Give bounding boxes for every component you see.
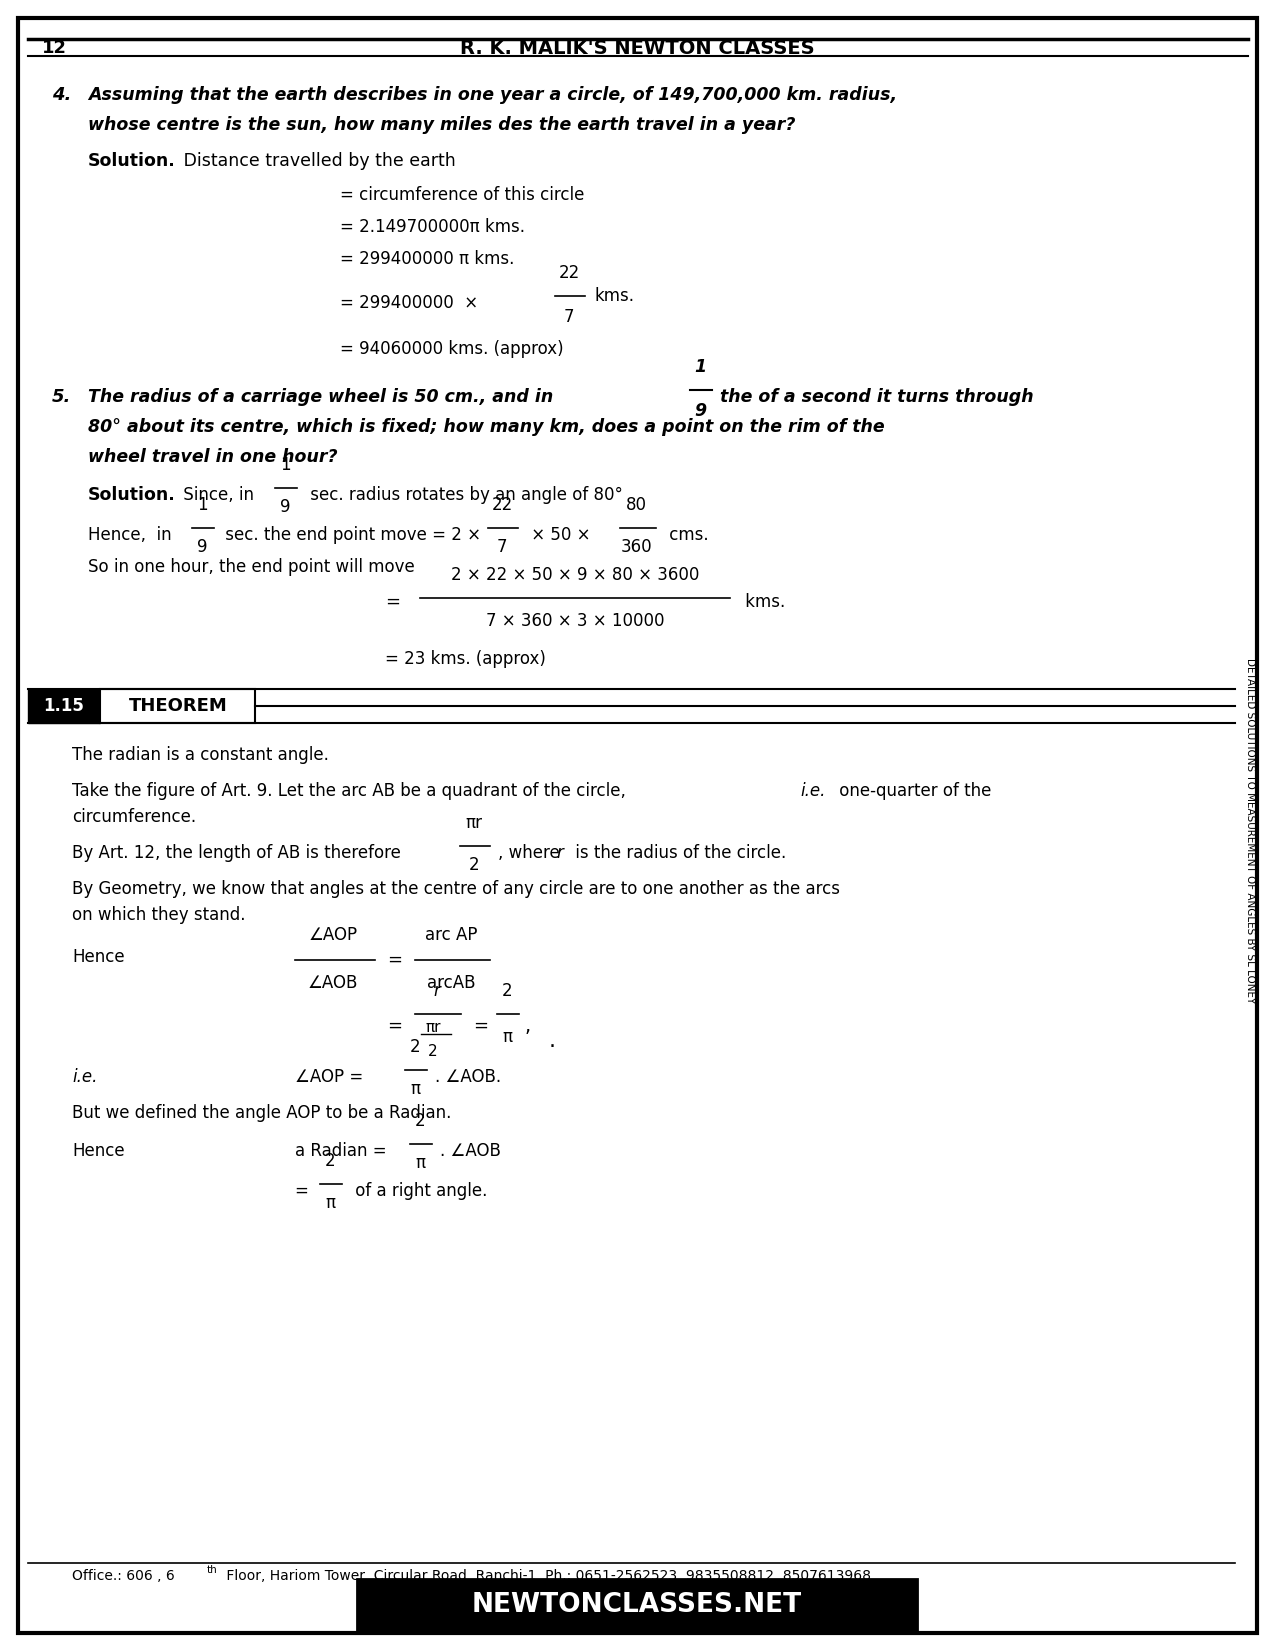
Text: 7 × 360 × 3 × 10000: 7 × 360 × 3 × 10000 xyxy=(486,613,664,631)
Text: Floor, Hariom Tower, Circular Road, Ranchi-1, Ph.: 0651-2562523, 9835508812, 850: Floor, Hariom Tower, Circular Road, Ranc… xyxy=(222,1568,871,1583)
Text: ∠AOP =: ∠AOP = xyxy=(295,1068,368,1086)
Text: Since, in: Since, in xyxy=(179,485,254,504)
Text: r: r xyxy=(434,982,440,1001)
Text: Hence: Hence xyxy=(71,1142,125,1161)
Text: arcAB: arcAB xyxy=(427,974,476,992)
Text: sec. the end point move = 2 ×: sec. the end point move = 2 × xyxy=(221,527,481,543)
Text: = circumference of this circle: = circumference of this circle xyxy=(340,187,584,205)
Text: 22: 22 xyxy=(558,264,580,282)
Text: = 94060000 kms. (approx): = 94060000 kms. (approx) xyxy=(340,340,564,358)
Text: the of a second it turns through: the of a second it turns through xyxy=(720,388,1034,406)
Text: 2: 2 xyxy=(414,1113,426,1129)
Text: πr: πr xyxy=(465,814,482,832)
Text: DETAILED SOLUTIONS TO MEASUREMENT OF ANGLES BY SL LONEY: DETAILED SOLUTIONS TO MEASUREMENT OF ANG… xyxy=(1244,659,1255,1004)
Text: 360: 360 xyxy=(620,538,652,556)
Text: =: = xyxy=(295,1182,314,1200)
Text: r: r xyxy=(556,844,562,862)
Text: on which they stand.: on which they stand. xyxy=(71,906,246,925)
Text: = 299400000  ×: = 299400000 × xyxy=(340,294,478,312)
Text: = 2.149700000π kms.: = 2.149700000π kms. xyxy=(340,218,525,236)
Text: 2: 2 xyxy=(409,1038,421,1057)
Text: one-quarter of the: one-quarter of the xyxy=(834,783,992,801)
Text: 1: 1 xyxy=(694,358,706,376)
Text: = 23 kms. (approx): = 23 kms. (approx) xyxy=(385,650,546,669)
Bar xyxy=(28,688,99,723)
Text: 2: 2 xyxy=(501,982,513,1001)
Text: 12: 12 xyxy=(42,40,68,58)
Text: 9: 9 xyxy=(694,401,706,419)
Text: So in one hour, the end point will move: So in one hour, the end point will move xyxy=(88,558,414,576)
Text: π: π xyxy=(325,1194,335,1212)
Text: π: π xyxy=(411,1080,419,1098)
Text: 2: 2 xyxy=(325,1152,335,1171)
Text: 4.: 4. xyxy=(52,86,71,104)
Text: cms.: cms. xyxy=(664,527,709,543)
Text: NEWTONCLASSES.NET: NEWTONCLASSES.NET xyxy=(472,1592,802,1618)
Text: i.e.: i.e. xyxy=(71,1068,97,1086)
Text: 7: 7 xyxy=(497,538,507,556)
Text: arc AP: arc AP xyxy=(425,926,477,944)
Text: ∠AOB: ∠AOB xyxy=(307,974,358,992)
Text: 1: 1 xyxy=(279,456,291,474)
Text: of a right angle.: of a right angle. xyxy=(351,1182,487,1200)
Text: 2: 2 xyxy=(469,855,479,873)
Text: .: . xyxy=(548,1030,556,1052)
Text: 1: 1 xyxy=(196,495,208,513)
Text: wheel travel in one hour?: wheel travel in one hour? xyxy=(88,447,338,466)
Bar xyxy=(357,1578,917,1631)
Text: a Radian =: a Radian = xyxy=(295,1142,391,1161)
Text: πr: πr xyxy=(425,1020,440,1035)
Text: π: π xyxy=(502,1029,513,1047)
Text: Solution.: Solution. xyxy=(88,485,176,504)
Bar xyxy=(99,688,255,723)
Text: Hence,  in: Hence, in xyxy=(88,527,172,543)
Text: kms.: kms. xyxy=(595,287,635,305)
Text: The radius of a carriage wheel is 50 cm., and in: The radius of a carriage wheel is 50 cm.… xyxy=(88,388,553,406)
Text: Office.: 606 , 6: Office.: 606 , 6 xyxy=(71,1568,175,1583)
Text: 5.: 5. xyxy=(52,388,71,406)
Text: kms.: kms. xyxy=(740,593,785,611)
Text: × 50 ×: × 50 × xyxy=(527,527,590,543)
Text: =: = xyxy=(388,1017,402,1035)
Text: = 299400000 π kms.: = 299400000 π kms. xyxy=(340,249,514,267)
Text: By Geometry, we know that angles at the centre of any circle are to one another : By Geometry, we know that angles at the … xyxy=(71,880,840,898)
Text: 22: 22 xyxy=(491,495,513,513)
Text: 9: 9 xyxy=(196,538,208,556)
Text: 2: 2 xyxy=(428,1043,437,1058)
Text: 9: 9 xyxy=(279,499,291,517)
Text: =: = xyxy=(473,1017,488,1035)
Text: R. K. MALIK'S NEWTON CLASSES: R. K. MALIK'S NEWTON CLASSES xyxy=(460,38,815,58)
Text: Take the figure of Art. 9. Let the arc AB be a quadrant of the circle,: Take the figure of Art. 9. Let the arc A… xyxy=(71,783,631,801)
Text: 7: 7 xyxy=(564,309,574,325)
Text: ∠AOP: ∠AOP xyxy=(309,926,357,944)
Text: is the radius of the circle.: is the radius of the circle. xyxy=(570,844,787,862)
Text: =: = xyxy=(388,951,402,969)
Text: By Art. 12, the length of AB is therefore: By Art. 12, the length of AB is therefor… xyxy=(71,844,407,862)
Text: The radian is a constant angle.: The radian is a constant angle. xyxy=(71,746,329,764)
Text: , where: , where xyxy=(499,844,565,862)
Text: . ∠AOB: . ∠AOB xyxy=(440,1142,501,1161)
Text: i.e.: i.e. xyxy=(799,783,825,801)
Text: Assuming that the earth describes in one year a circle, of 149,700,000 km. radiu: Assuming that the earth describes in one… xyxy=(88,86,898,104)
Text: Distance travelled by the earth: Distance travelled by the earth xyxy=(179,152,455,170)
Text: 80: 80 xyxy=(626,495,646,513)
Text: =: = xyxy=(385,593,400,611)
Text: Hence: Hence xyxy=(71,948,125,966)
Text: whose centre is the sun, how many miles des the earth travel in a year?: whose centre is the sun, how many miles … xyxy=(88,116,796,134)
Text: But we defined the angle AOP to be a Radian.: But we defined the angle AOP to be a Rad… xyxy=(71,1105,451,1123)
Text: sec. radius rotates by an angle of 80°: sec. radius rotates by an angle of 80° xyxy=(305,485,623,504)
Text: π: π xyxy=(414,1154,425,1172)
Text: ,: , xyxy=(525,1017,532,1035)
Text: 80° about its centre, which is fixed; how many km, does a point on the rim of th: 80° about its centre, which is fixed; ho… xyxy=(88,418,885,436)
Text: . ∠AOB.: . ∠AOB. xyxy=(435,1068,501,1086)
Text: THEOREM: THEOREM xyxy=(129,697,227,715)
Text: Solution.: Solution. xyxy=(88,152,176,170)
Text: 1.15: 1.15 xyxy=(43,697,84,715)
Text: circumference.: circumference. xyxy=(71,807,196,826)
Text: th: th xyxy=(207,1565,218,1575)
Text: 2 × 22 × 50 × 9 × 80 × 3600: 2 × 22 × 50 × 9 × 80 × 3600 xyxy=(451,566,699,584)
